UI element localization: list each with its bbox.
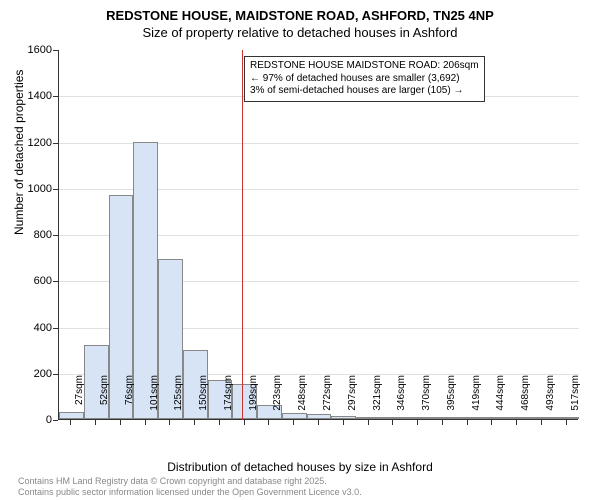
- xtick-mark: [467, 420, 468, 425]
- xtick-mark: [293, 420, 294, 425]
- xtick-mark: [70, 420, 71, 425]
- annotation-line3: 3% of semi-detached houses are larger (1…: [250, 85, 479, 98]
- xtick-label: 150sqm: [198, 375, 209, 425]
- xtick-label: 346sqm: [396, 375, 407, 425]
- ytick-mark: [53, 143, 58, 144]
- xtick-mark: [120, 420, 121, 425]
- xtick-label: 321sqm: [372, 375, 383, 425]
- plot-area: REDSTONE HOUSE MAIDSTONE ROAD: 206sqm ← …: [58, 50, 578, 420]
- xtick-label: 517sqm: [570, 375, 581, 425]
- xtick-label: 419sqm: [471, 375, 482, 425]
- ytick-label: 1600: [12, 44, 52, 56]
- xtick-mark: [343, 420, 344, 425]
- xtick-mark: [392, 420, 393, 425]
- xtick-label: 174sqm: [223, 375, 234, 425]
- annotation-box: REDSTONE HOUSE MAIDSTONE ROAD: 206sqm ← …: [244, 56, 485, 102]
- xtick-label: 248sqm: [297, 375, 308, 425]
- xtick-label: 370sqm: [421, 375, 432, 425]
- xtick-mark: [145, 420, 146, 425]
- xtick-label: 468sqm: [520, 375, 531, 425]
- ytick-mark: [53, 189, 58, 190]
- xtick-label: 395sqm: [446, 375, 457, 425]
- xtick-mark: [268, 420, 269, 425]
- ytick-mark: [53, 420, 58, 421]
- ytick-mark: [53, 235, 58, 236]
- xtick-mark: [491, 420, 492, 425]
- xtick-label: 297sqm: [347, 375, 358, 425]
- xtick-mark: [244, 420, 245, 425]
- xtick-label: 199sqm: [248, 375, 259, 425]
- ytick-label: 400: [12, 322, 52, 334]
- ytick-label: 600: [12, 275, 52, 287]
- xtick-label: 101sqm: [149, 375, 160, 425]
- xtick-label: 444sqm: [495, 375, 506, 425]
- ytick-mark: [53, 281, 58, 282]
- xtick-mark: [318, 420, 319, 425]
- ytick-label: 200: [12, 368, 52, 380]
- xtick-label: 76sqm: [124, 375, 135, 425]
- xtick-mark: [219, 420, 220, 425]
- xtick-label: 272sqm: [322, 375, 333, 425]
- attribution: Contains HM Land Registry data © Crown c…: [18, 476, 362, 499]
- xtick-mark: [194, 420, 195, 425]
- ytick-mark: [53, 50, 58, 51]
- xtick-mark: [516, 420, 517, 425]
- chart-title-main: REDSTONE HOUSE, MAIDSTONE ROAD, ASHFORD,…: [0, 0, 600, 23]
- chart-container: REDSTONE HOUSE MAIDSTONE ROAD: 206sqm ← …: [58, 50, 578, 420]
- annotation-line: [242, 50, 243, 420]
- attribution-line2: Contains public sector information licen…: [18, 487, 362, 498]
- xtick-mark: [541, 420, 542, 425]
- annotation-line2: ← 97% of detached houses are smaller (3,…: [250, 73, 479, 86]
- xtick-label: 125sqm: [173, 375, 184, 425]
- xtick-mark: [417, 420, 418, 425]
- xtick-label: 52sqm: [99, 375, 110, 425]
- xtick-mark: [95, 420, 96, 425]
- xtick-mark: [566, 420, 567, 425]
- chart-title-sub: Size of property relative to detached ho…: [0, 23, 600, 40]
- xtick-label: 223sqm: [272, 375, 283, 425]
- ytick-label: 0: [12, 414, 52, 426]
- xtick-label: 27sqm: [74, 375, 85, 425]
- xtick-mark: [169, 420, 170, 425]
- attribution-line1: Contains HM Land Registry data © Crown c…: [18, 476, 362, 487]
- xtick-label: 493sqm: [545, 375, 556, 425]
- y-axis-label: Number of detached properties: [12, 70, 26, 235]
- ytick-mark: [53, 96, 58, 97]
- ytick-mark: [53, 328, 58, 329]
- ytick-mark: [53, 374, 58, 375]
- x-axis-label: Distribution of detached houses by size …: [0, 460, 600, 474]
- annotation-line1: REDSTONE HOUSE MAIDSTONE ROAD: 206sqm: [250, 60, 479, 73]
- xtick-mark: [442, 420, 443, 425]
- xtick-mark: [368, 420, 369, 425]
